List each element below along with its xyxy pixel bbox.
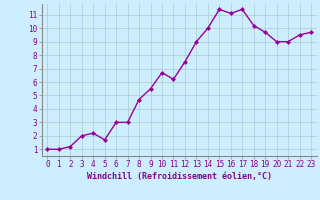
- X-axis label: Windchill (Refroidissement éolien,°C): Windchill (Refroidissement éolien,°C): [87, 172, 272, 181]
